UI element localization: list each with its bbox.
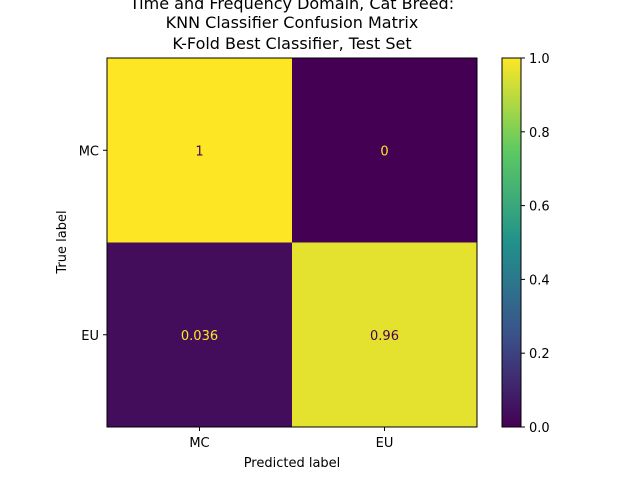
colorbar-tick-label: 1.0 xyxy=(529,52,550,67)
heatmap-cells: 1 0 0.036 0.96 xyxy=(107,58,477,427)
colorbar-tick-label: 0.4 xyxy=(529,273,550,288)
axis-ticks: MC EU MC EU xyxy=(79,144,394,451)
y-tick-label: MC xyxy=(79,144,99,159)
y-tick-label: EU xyxy=(81,329,99,344)
cell-value-label: 0.036 xyxy=(181,329,218,344)
x-axis-label: Predicted label xyxy=(244,456,341,471)
x-tick-label: EU xyxy=(376,436,394,451)
colorbar-ticks: 0.0 0.2 0.4 0.6 0.8 1.0 xyxy=(521,52,550,436)
cell-value-label: 0 xyxy=(380,144,388,159)
heatmap-cell xyxy=(107,242,292,427)
colorbar-tick-label: 0.8 xyxy=(529,126,550,141)
matrix-frame xyxy=(106,57,478,428)
cell-value-label: 0.96 xyxy=(370,329,399,344)
x-tick-label: MC xyxy=(189,436,209,451)
chart-title-line-2: KNN Classifier Confusion Matrix xyxy=(166,13,419,32)
heatmap-cell xyxy=(292,58,477,243)
cell-value-label: 1 xyxy=(195,144,203,159)
y-axis-label: True label xyxy=(55,210,70,274)
chart-title-line-1: Time and Frequency Domain, Cat Breed: xyxy=(129,0,454,13)
colorbar-tick-label: 0.2 xyxy=(529,347,550,362)
colorbar-tick-label: 0.0 xyxy=(529,421,550,436)
heatmap-cell xyxy=(107,58,292,243)
colorbar-tick-label: 0.6 xyxy=(529,200,550,215)
colorbar xyxy=(501,57,522,428)
heatmap-cell xyxy=(292,242,477,427)
chart-title-line-3: K-Fold Best Classifier, Test Set xyxy=(172,34,411,53)
